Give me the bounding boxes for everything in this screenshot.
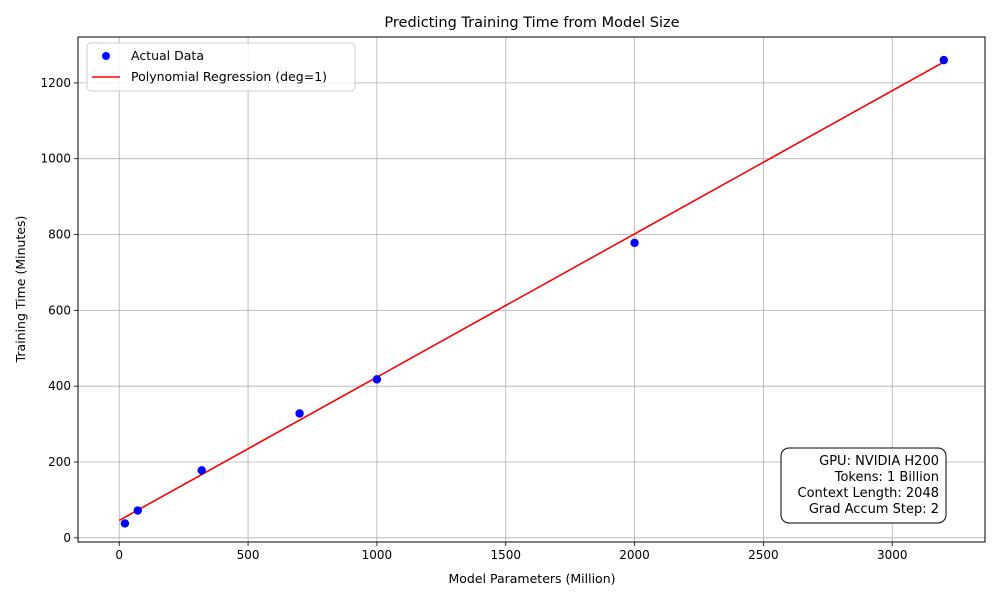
data-point [372,375,382,384]
data-point [630,238,639,248]
x-tick-label: 500 [237,548,260,562]
y-tick-label: 400 [48,379,71,393]
y-axis-label: Training Time (Minutes) [13,216,28,364]
x-tick-label: 0 [115,548,123,562]
grid [78,37,985,542]
data-point [133,506,142,515]
x-tick-label: 2000 [619,548,650,562]
info-grad-accum: Grad Accum Step: 2 [809,502,939,517]
data-point [197,466,206,475]
x-tick-label: 1000 [362,548,393,562]
y-tick-label: 800 [48,228,71,242]
info-context-length: Context Length: 2048 [798,486,940,501]
legend-box [86,42,356,92]
plot-frame [77,36,986,543]
y-tick-label: 0 [63,531,71,545]
data-point [120,519,130,528]
legend: Actual Data Polynomial Regression (deg=1… [86,42,356,92]
info-tokens: Tokens: 1 Billion [834,470,939,485]
chart-title: Predicting Training Time from Model Size [384,15,679,31]
y-tick-label: 1200 [40,76,71,90]
legend-label-regression: Polynomial Regression (deg=1) [131,69,327,84]
series-layer [118,55,948,528]
y-tick-label: 1000 [40,152,71,166]
y-tick-label: 200 [48,455,71,469]
data-point [939,55,948,65]
info-gpu: GPU: NVIDIA H200 [819,454,939,469]
x-tick-label: 1500 [490,548,521,562]
data-point [295,409,304,418]
legend-marker-actual-data [102,52,110,60]
axis-ticks: 0 500 1000 1500 2000 2500 3000 0 200 400 600 800 100… [40,76,907,562]
x-tick-label: 2500 [748,548,779,562]
x-tick-label: 3000 [877,548,908,562]
info-box: GPU: NVIDIA H200 Tokens: 1 Billion Conte… [780,447,947,524]
y-tick-label: 600 [48,303,71,317]
x-axis-label: Model Parameters (Million) [448,571,615,586]
legend-label-actual-data: Actual Data [131,48,204,63]
regression-line [118,61,945,522]
info-box-frame [780,447,947,524]
